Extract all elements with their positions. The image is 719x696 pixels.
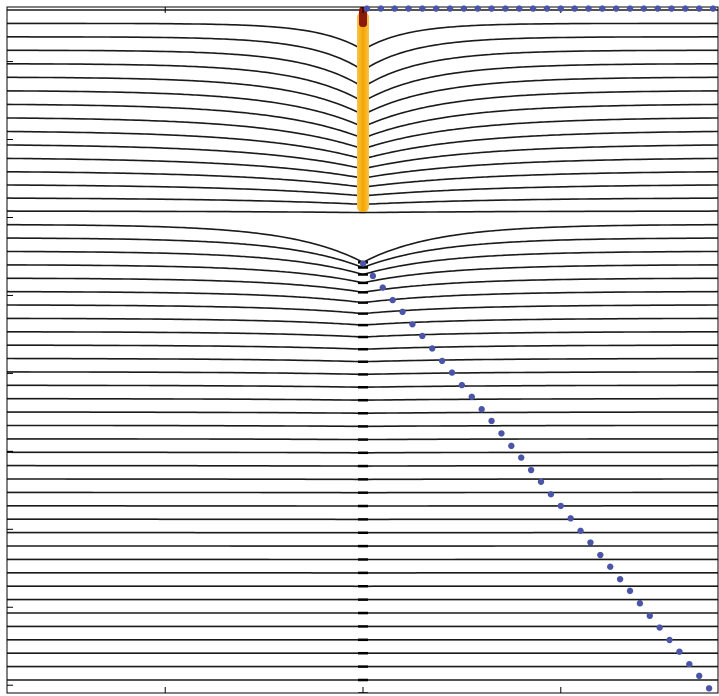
point (646, 612, 653, 620)
point (597, 551, 604, 559)
point (682, 5, 689, 12)
point (478, 406, 485, 413)
point (547, 491, 555, 498)
field-line (7, 277, 718, 294)
point (438, 357, 446, 365)
point (709, 5, 717, 12)
point (577, 527, 584, 535)
point (656, 624, 663, 631)
point (405, 5, 412, 12)
point (446, 5, 454, 12)
point (432, 5, 440, 12)
point (696, 672, 703, 680)
point (359, 260, 367, 267)
point (429, 345, 436, 352)
point (391, 5, 398, 12)
slit (357, 7, 369, 212)
field-line (7, 210, 718, 214)
point (567, 515, 574, 522)
point (537, 478, 545, 485)
point (654, 5, 661, 12)
point (502, 5, 509, 12)
point (468, 393, 475, 400)
point (696, 5, 703, 12)
point (498, 430, 505, 437)
point (587, 539, 594, 546)
point (636, 600, 644, 607)
point (626, 587, 634, 595)
field-line (7, 223, 718, 263)
point (488, 417, 495, 425)
point (419, 5, 426, 12)
point (585, 5, 592, 12)
point (557, 502, 564, 510)
point (527, 466, 535, 474)
point (616, 575, 624, 583)
point (488, 5, 495, 12)
point (363, 5, 371, 12)
point (607, 563, 614, 570)
point (508, 442, 515, 450)
point (668, 5, 675, 12)
point (686, 660, 693, 668)
point (379, 284, 386, 291)
point (599, 5, 606, 12)
point (458, 381, 466, 389)
point (705, 685, 713, 692)
point (543, 5, 551, 12)
point (369, 272, 377, 280)
point (640, 5, 648, 12)
point (518, 454, 525, 461)
point (448, 369, 456, 376)
point (516, 5, 523, 12)
point (409, 321, 416, 328)
field-line (7, 304, 718, 315)
point (460, 5, 468, 12)
point (676, 648, 683, 655)
point (626, 5, 634, 12)
slit-body (357, 12, 369, 212)
point (666, 636, 673, 644)
point (474, 5, 481, 12)
point (399, 308, 406, 316)
point (419, 332, 426, 340)
point (377, 5, 384, 12)
point (529, 5, 537, 12)
point (557, 5, 564, 12)
point (612, 5, 620, 12)
point (389, 296, 396, 304)
slit-tip (359, 7, 367, 27)
point (571, 5, 578, 12)
